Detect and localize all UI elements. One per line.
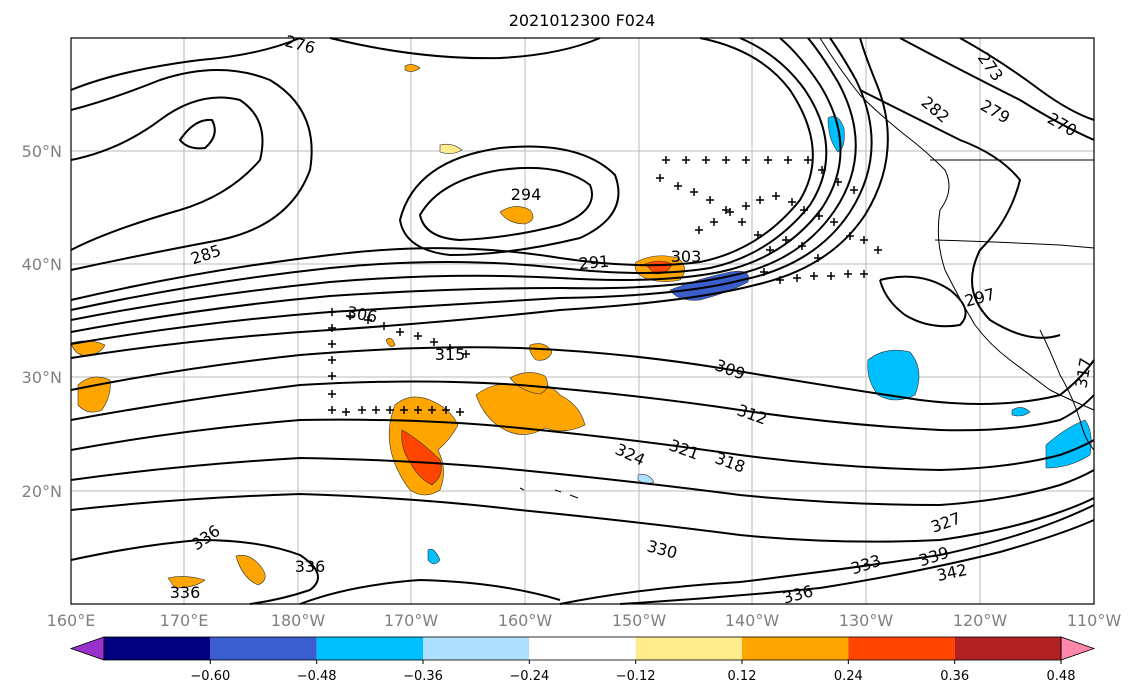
contour-label: 291 — [578, 252, 610, 274]
colorbar-tick-label: −0.48 — [297, 669, 337, 684]
colorbar-segment — [848, 637, 955, 660]
map-panel: 276 294 285 291 303 306 315 309 312 321 … — [70, 31, 1096, 608]
colorbar-ticks: −0.60 −0.48 −0.36 −0.24 −0.12 0.12 0.24 0.36 0.4… — [190, 660, 1076, 684]
colorbar-tick-label: −0.24 — [509, 669, 549, 684]
colorbar-segment — [316, 637, 423, 660]
lon-label: 170°E — [160, 611, 209, 630]
lon-label: 120°W — [953, 611, 1008, 630]
contour-label: 303 — [671, 247, 702, 266]
colorbar-segment — [954, 637, 1061, 660]
lon-label: 140°W — [725, 611, 780, 630]
lon-label: 110°W — [1067, 611, 1122, 630]
colorbar-tick-label: 0.24 — [834, 669, 863, 684]
colorbar-segment — [742, 637, 849, 660]
lon-label: 160°E — [47, 611, 96, 630]
colorbar-extend-high — [1060, 636, 1096, 661]
gridlines — [71, 38, 1094, 604]
colorbar-tick-label: −0.12 — [616, 669, 656, 684]
colorbar-tick-label: −0.60 — [190, 669, 230, 684]
warm-anomalies — [70, 64, 685, 589]
colorbar-tick-label: 0.36 — [940, 669, 969, 684]
longitude-labels: 160°E 170°E 180°W 170°W 160°W 150°W 140°… — [47, 611, 1122, 630]
colorbar-segment — [635, 637, 742, 660]
colorbar-tick-label: 0.12 — [728, 669, 757, 684]
colorbar-segment — [210, 637, 317, 660]
lon-label: 170°W — [384, 611, 439, 630]
lat-label: 40°N — [22, 255, 62, 274]
colorbar-tick-label: −0.36 — [403, 669, 443, 684]
contour-label: 294 — [511, 185, 542, 204]
lat-label: 30°N — [22, 368, 62, 387]
colorbar — [69, 636, 1096, 661]
lon-label: 180°W — [271, 611, 326, 630]
lon-label: 160°W — [498, 611, 553, 630]
colorbar-extend-low — [69, 636, 105, 661]
lat-label: 50°N — [22, 142, 62, 161]
lon-label: 130°W — [839, 611, 894, 630]
contour-label: 336 — [295, 557, 326, 576]
contour-label: 315 — [435, 345, 466, 364]
contour-label: 336 — [170, 583, 201, 602]
colorbar-segment — [529, 637, 636, 660]
latitude-labels: 50°N 40°N 30°N 20°N — [22, 142, 62, 501]
lon-label: 150°W — [612, 611, 667, 630]
map-title: 2021012300 F024 — [509, 11, 656, 30]
contour-label-group: 276 294 285 291 303 306 315 309 312 321 … — [170, 31, 1096, 607]
contour-lines — [70, 37, 1095, 605]
coastlines — [519, 37, 1095, 499]
marker-crosses — [328, 156, 882, 416]
colorbar-segment — [104, 637, 211, 660]
lat-label: 20°N — [22, 482, 62, 501]
colorbar-segment — [423, 637, 530, 660]
colorbar-tick-label: 0.48 — [1047, 669, 1076, 684]
